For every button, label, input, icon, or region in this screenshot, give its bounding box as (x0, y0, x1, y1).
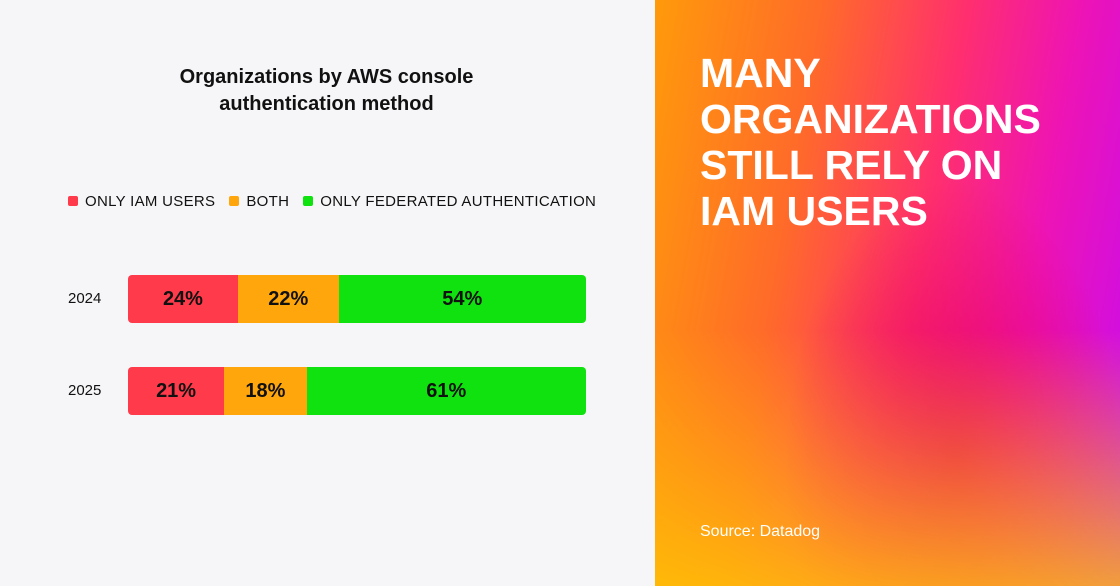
data-label-2025-both: 18% (245, 379, 286, 402)
chart-title-line-2: authentication method (219, 93, 434, 115)
chart-legend: ONLY IAM USERS BOTH ONLY FEDERATED AUTHE… (68, 192, 610, 210)
data-label-2024-only-iam-users: 24% (162, 287, 203, 310)
legend-label-only-federated: ONLY FEDERATED AUTHENTICATION (320, 192, 597, 210)
headline-line-4: IAM USERS (700, 188, 928, 234)
stacked-bar-2024: 24% 22% 54% (128, 275, 586, 323)
bar-row-2024: 2024 24% 22% 54% (0, 275, 655, 323)
legend-item-only-iam-users: ONLY IAM USERS (68, 193, 215, 210)
bar-segment-2024-both: 22% (237, 275, 339, 323)
legend-swatch-only-iam-users (68, 196, 78, 206)
chart-panel: Organizations by AWS console authenticat… (0, 64, 655, 415)
bar-segment-2025-only-iam-users: 21% (128, 367, 225, 415)
bar-segment-2025-both: 18% (224, 367, 307, 415)
source-note: Source: Datadog (700, 523, 821, 540)
bar-segment-2025-only-federated-authentication: 61% (306, 367, 586, 415)
data-label-2025-only-iam-users: 21% (156, 379, 197, 402)
row-label-2025: 2025 (68, 382, 102, 399)
chart-title-line-1: Organizations by AWS console (179, 66, 474, 88)
data-label-2024-both: 22% (268, 287, 309, 310)
data-label-2025-only-federated-authentication: 61% (426, 379, 467, 402)
legend-swatch-only-federated (303, 196, 314, 206)
bar-row-2025: 2025 21% 18% 61% (0, 367, 655, 415)
stacked-bar-2025: 21% 18% 61% (128, 367, 586, 415)
headline-line-1: MANY (700, 50, 821, 96)
headline-line-3: STILL RELY ON (700, 142, 1003, 188)
row-label-2024: 2024 (68, 290, 102, 307)
bar-segment-2024-only-iam-users: 24% (128, 275, 238, 323)
chart-title: Organizations by AWS console authenticat… (98, 64, 555, 118)
legend-swatch-both (229, 196, 240, 206)
legend-label-only-iam-users: ONLY IAM USERS (85, 192, 216, 210)
legend-label-both: BOTH (246, 192, 290, 210)
legend-item-only-federated: ONLY FEDERATED AUTHENTICATION (303, 193, 596, 210)
headline: MANY ORGANIZATIONS STILL RELY ON IAM USE… (700, 50, 1100, 234)
headline-line-2: ORGANIZATIONS (700, 96, 1041, 142)
headline-panel: MANY ORGANIZATIONS STILL RELY ON IAM USE… (655, 0, 1120, 586)
legend-item-both: BOTH (229, 193, 289, 210)
bar-segment-2024-only-federated-authentication: 54% (338, 275, 586, 323)
data-label-2024-only-federated-authentication: 54% (442, 287, 483, 310)
